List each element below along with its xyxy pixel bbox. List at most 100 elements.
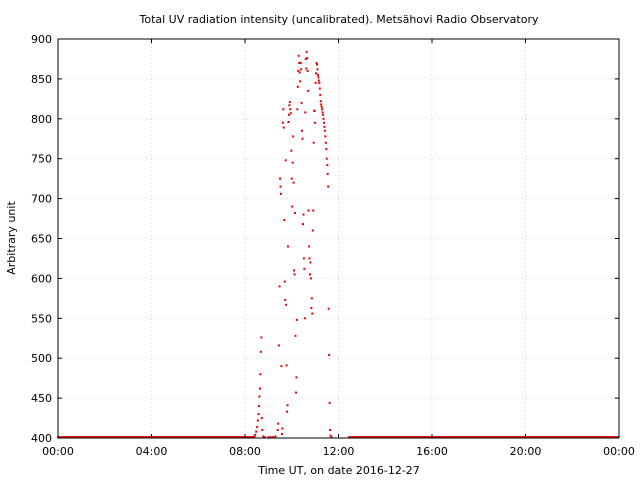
data-point (59, 436, 62, 439)
data-point (526, 436, 529, 439)
data-point (192, 436, 195, 439)
data-point (324, 135, 327, 138)
data-point (73, 436, 76, 439)
data-point (551, 436, 554, 439)
data-point (304, 111, 307, 114)
data-point (197, 436, 200, 439)
data-point (309, 261, 312, 264)
data-point (306, 57, 309, 60)
data-point (122, 436, 125, 439)
data-point (310, 297, 313, 300)
data-point (585, 436, 588, 439)
data-point (299, 80, 302, 83)
data-point (295, 318, 298, 321)
data-point (372, 436, 375, 439)
data-point (221, 436, 224, 439)
data-point (355, 436, 358, 439)
data-point (307, 89, 310, 92)
data-point (146, 436, 149, 439)
y-tick-label: 450 (31, 392, 52, 405)
data-point (415, 436, 418, 439)
data-point (103, 436, 106, 439)
data-point (299, 61, 302, 64)
data-point (235, 436, 238, 439)
data-point (530, 436, 533, 439)
data-point (199, 436, 202, 439)
data-point (121, 436, 124, 439)
data-point (411, 436, 414, 439)
data-point (490, 436, 493, 439)
data-point (571, 436, 574, 439)
data-point (115, 436, 118, 439)
data-point (435, 436, 438, 439)
data-point (588, 436, 591, 439)
data-point (580, 436, 583, 439)
data-point (240, 436, 243, 439)
data-point (558, 436, 561, 439)
data-point (295, 376, 298, 379)
data-point (234, 436, 237, 439)
data-point (291, 205, 294, 208)
data-point (107, 436, 110, 439)
data-point (371, 436, 374, 439)
data-point (246, 436, 249, 439)
data-point (291, 161, 294, 164)
data-point (320, 105, 323, 108)
data-point (350, 436, 353, 439)
y-tick-labels: 400 450 500 550 600 650 700 750 800 850 900 (31, 33, 52, 445)
y-tick-label: 700 (31, 193, 52, 206)
data-point (89, 436, 92, 439)
data-point (581, 436, 584, 439)
data-point (247, 436, 250, 439)
x-tick-label: 20:00 (510, 445, 542, 458)
data-point (348, 436, 351, 439)
data-point (171, 436, 174, 439)
data-point (427, 436, 430, 439)
data-point (128, 436, 131, 439)
data-point (205, 436, 208, 439)
data-point (367, 436, 370, 439)
data-point (287, 245, 290, 248)
data-point (302, 213, 305, 216)
data-point (130, 436, 133, 439)
data-point (162, 436, 165, 439)
data-point (544, 436, 547, 439)
data-point (461, 436, 464, 439)
data-point (570, 436, 573, 439)
data-point (176, 436, 179, 439)
data-point (323, 125, 326, 128)
data-point (252, 436, 255, 439)
data-point (468, 436, 471, 439)
data-point (602, 436, 605, 439)
data-point (258, 405, 261, 408)
data-point (601, 436, 604, 439)
data-point (545, 436, 548, 439)
data-point (572, 436, 575, 439)
data-point (224, 436, 227, 439)
data-point (90, 436, 93, 439)
data-point (495, 436, 498, 439)
data-point (436, 436, 439, 439)
data-point (402, 436, 405, 439)
data-point (131, 436, 134, 439)
data-point (155, 436, 158, 439)
data-point (283, 280, 286, 283)
data-point (300, 101, 303, 104)
x-tick-label: 08:00 (229, 445, 261, 458)
data-point (323, 129, 326, 132)
data-point (190, 436, 193, 439)
data-point (83, 436, 86, 439)
data-point (298, 71, 301, 74)
data-point (144, 436, 147, 439)
data-point (65, 436, 68, 439)
data-point (408, 436, 411, 439)
data-point (123, 436, 126, 439)
data-point (502, 436, 505, 439)
data-point (193, 436, 196, 439)
data-point (301, 129, 304, 132)
data-point (269, 436, 272, 439)
data-point (173, 436, 176, 439)
data-point (409, 436, 412, 439)
data-point (391, 436, 394, 439)
data-point (447, 436, 450, 439)
